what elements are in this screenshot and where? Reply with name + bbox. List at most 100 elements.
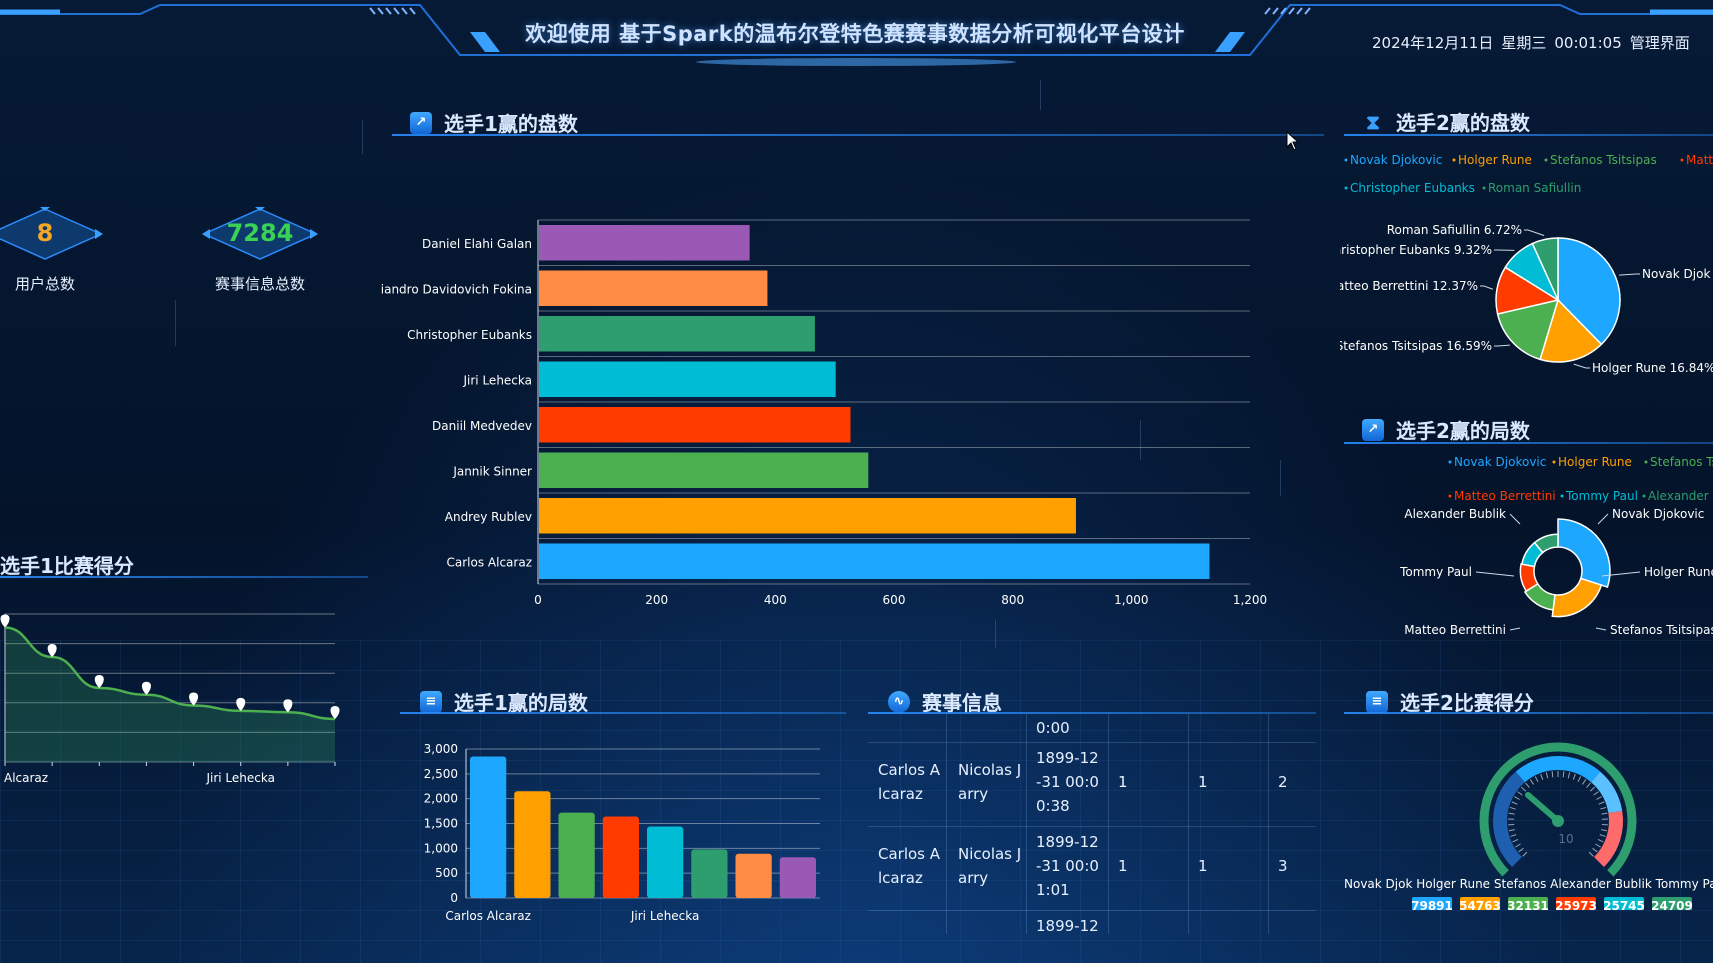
decor-streak <box>362 120 363 154</box>
panel-divider <box>1344 134 1713 136</box>
pie-slice-label: Roman Safiullin 6.72% <box>1387 223 1522 237</box>
gauge-tick <box>1511 801 1518 805</box>
gauge-tick <box>1582 779 1587 785</box>
bar <box>647 826 684 898</box>
gauge-outer-ring <box>1479 742 1637 877</box>
panel-divider <box>0 576 368 578</box>
decor-streak <box>1280 460 1281 496</box>
kpi-label: 用户总数 <box>14 275 75 293</box>
gauge-tick <box>1601 812 1608 815</box>
gauge-tick <box>1517 791 1523 796</box>
gauge-tick <box>1592 847 1598 853</box>
gauge-tick <box>1599 834 1606 837</box>
server-icon: ≡ <box>420 690 442 713</box>
panel-title-text: 选手1比赛得分 <box>0 554 134 578</box>
rose-segment <box>1519 563 1539 593</box>
legend-item: Matteo Berrettini <box>1454 489 1556 503</box>
bar-category-label: Christopher Eubanks <box>407 328 532 342</box>
gauge-tick <box>1512 838 1519 843</box>
bar <box>514 791 551 898</box>
gauge-tick <box>1515 843 1521 848</box>
panel-title-text: 选手2赢的局数 <box>1396 419 1530 443</box>
legend-item: Matteo Be <box>1686 153 1713 167</box>
pie-slice-label: atteo Berrettini 12.37% <box>1340 279 1478 293</box>
data-point-marker <box>189 692 199 706</box>
legend-item: Christopher Eubanks <box>1350 181 1475 195</box>
y-tick-label: 500 <box>435 866 458 880</box>
trend-chart-icon: ↗ <box>410 111 432 134</box>
bar-category-label: Daniil Medvedev <box>432 419 532 433</box>
rose-label-line <box>1509 627 1521 631</box>
trend-chart-icon: ↗ <box>1362 418 1384 441</box>
data-point-marker <box>47 644 57 658</box>
chart-p1-score: Alcaraz Jiri Lehecka <box>0 613 340 785</box>
legend-item: Roman Safiullin <box>1488 181 1581 195</box>
table-row[interactable]: Carlos A lcaraz Nicolas J arry 1899-12 -… <box>868 826 1316 911</box>
bar-category-label: Andrey Rublev <box>445 510 532 524</box>
bar <box>558 812 595 898</box>
bar <box>539 543 1210 579</box>
bar-category-label: iandro Davidovich Fokina <box>381 282 532 296</box>
pie-label-line <box>1494 344 1510 347</box>
legend-item: Alexander <box>1648 489 1709 503</box>
chart-p2-games: Novak Djokovic Holger Rune Stefanos Ts Matt… <box>1399 455 1713 637</box>
gauge-tick <box>1508 812 1515 815</box>
table-cell: 1 <box>1198 857 1208 875</box>
gauge-tick <box>1510 834 1517 837</box>
bar <box>539 316 815 352</box>
gauge-tick <box>1525 782 1530 788</box>
table-divider <box>1108 714 1109 934</box>
admin-link[interactable]: 管理界面 <box>1629 34 1690 52</box>
value-chip <box>1556 897 1596 910</box>
legend-dot <box>1642 494 1646 498</box>
gauge-inner-segment <box>1593 810 1623 867</box>
bar <box>539 452 869 488</box>
gauge-tick <box>1540 773 1544 780</box>
rose-label: Stefanos Tsitsipas <box>1610 623 1713 637</box>
value-chip <box>1604 897 1644 910</box>
gauge-hub <box>1552 815 1564 827</box>
rose-label-line <box>1597 513 1609 525</box>
panel-title-p1-score: 选手1比赛得分 <box>0 550 134 579</box>
decor-streak <box>1040 80 1041 110</box>
gauge-tick <box>1551 771 1554 778</box>
kpi-diamond-icon <box>0 207 103 260</box>
chart-p2-sets: Novak Djokovic Holger Rune Stefanos Tsitsi… <box>1340 153 1713 375</box>
table-row[interactable]: Carlos A lcaraz Nicolas J arry 1899-12 -… <box>868 742 1316 827</box>
table-cell-player1: Carlos A lcaraz <box>878 845 941 887</box>
rose-label-line <box>1595 627 1607 631</box>
kpi-value: 8 <box>36 219 54 247</box>
y-tick-label: 2,000 <box>424 792 458 806</box>
rose-label-line <box>1475 571 1515 577</box>
gauge-tick <box>1529 779 1534 785</box>
data-point-marker <box>236 697 246 711</box>
legend-dot <box>1482 186 1486 190</box>
x-tick-label: 0 <box>534 593 542 607</box>
rose-label-line <box>1601 571 1641 577</box>
kpi-user-count: 8 用户总数 <box>0 205 110 294</box>
pie-slice-label: Stefanos Tsitsipas 16.59% <box>1340 339 1492 353</box>
table-cell: 1 <box>1118 773 1128 791</box>
pie-slice <box>1531 237 1559 301</box>
gauge-tick <box>1522 851 1528 857</box>
value-chip-label: 32131 <box>1507 899 1549 910</box>
data-point-marker <box>283 699 293 713</box>
gauge-tick <box>1589 786 1596 792</box>
panel-divider <box>868 712 1316 714</box>
bar <box>602 816 639 898</box>
value-chip <box>1412 897 1452 910</box>
decor-streak <box>1140 420 1141 460</box>
kpi-label: 赛事信息总数 <box>214 275 305 293</box>
x-tick-label: 600 <box>883 593 906 607</box>
legend-dot <box>1644 460 1648 464</box>
gauge-tick <box>1600 806 1607 810</box>
legend-dot <box>1452 158 1456 162</box>
rose-label: Tommy Paul <box>1399 565 1472 579</box>
table-cell-player2: Nicolas J arry <box>958 761 1022 803</box>
table-row: 1899-12 <box>868 910 1316 934</box>
kpi-diamond-icon <box>202 207 318 260</box>
panel-divider <box>1344 442 1713 444</box>
table-row: 0:00 <box>868 714 1316 743</box>
value-chip-label: 25745 <box>1603 899 1645 910</box>
x-tick-label: 400 <box>764 593 787 607</box>
